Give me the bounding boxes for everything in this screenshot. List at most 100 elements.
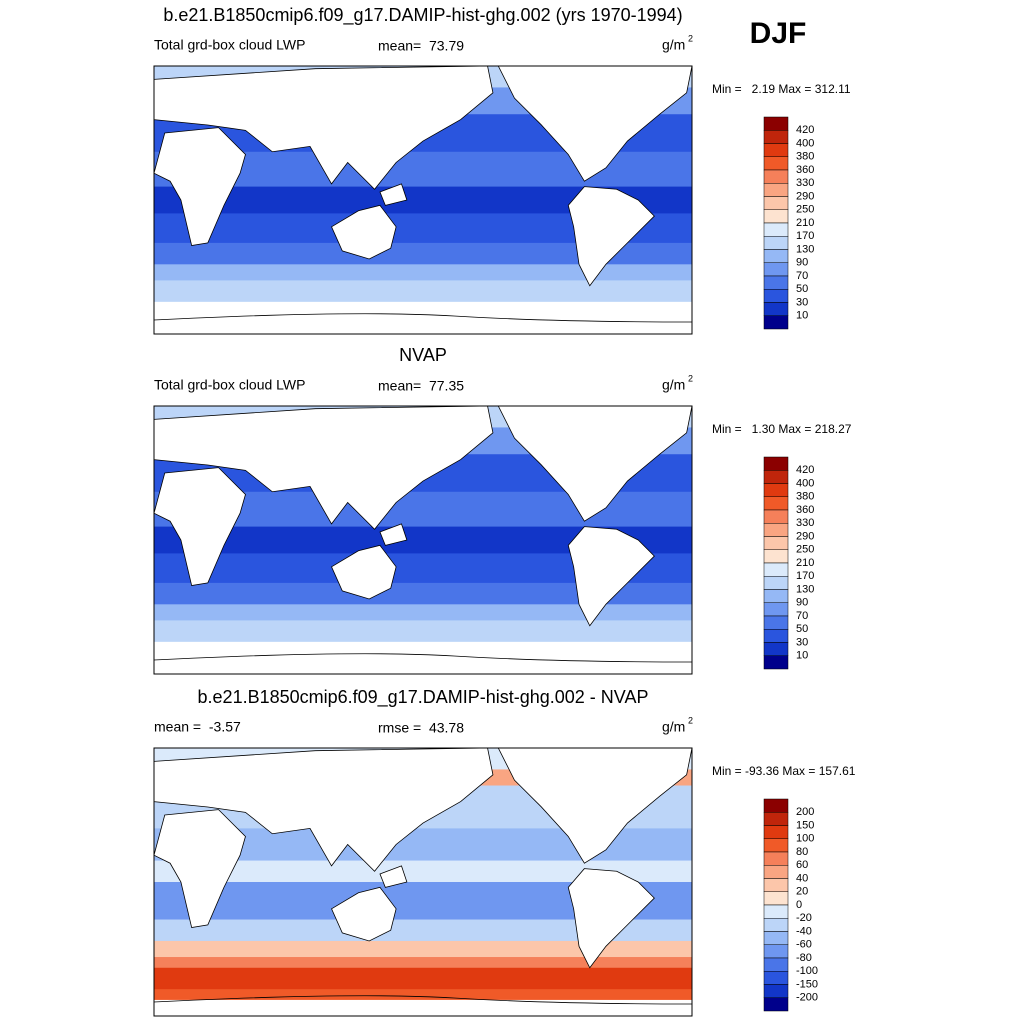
colorbar-label: 50 <box>796 283 808 295</box>
colorbar-label: 200 <box>796 806 814 818</box>
units: g/m <box>662 37 685 53</box>
continent <box>567 186 655 287</box>
colorbar-label: 30 <box>796 636 808 648</box>
map-field <box>154 242 692 265</box>
colorbar-box <box>763 156 789 171</box>
colorbar-box <box>763 509 789 524</box>
colorbar-box <box>763 944 789 959</box>
colorbar-label: -40 <box>796 925 812 937</box>
continent <box>497 747 693 864</box>
left-label: mean = -3.57 <box>154 719 241 735</box>
colorbar-label: 130 <box>796 583 814 595</box>
colorbar-box <box>763 143 789 157</box>
colorbar-box <box>763 865 789 879</box>
colorbar-box <box>763 957 789 972</box>
colorbar-label: 0 <box>796 899 802 911</box>
map-field <box>154 919 692 942</box>
colorbar-box <box>763 904 789 919</box>
colorbar-box <box>763 196 789 210</box>
colorbar-box <box>763 536 789 550</box>
units-exponent: 2 <box>688 715 693 725</box>
continent <box>497 405 693 522</box>
colorbar-label: 60 <box>796 859 808 871</box>
panel-title: NVAP <box>399 345 447 365</box>
panel: NVAP Total grd-box cloud LWP mean= 77.35 g/… <box>153 345 852 675</box>
colorbar-label: 360 <box>796 164 814 176</box>
colorbar-label: 250 <box>796 204 814 216</box>
colorbar-box <box>763 130 789 144</box>
map-frame <box>153 65 693 335</box>
colorbar-label: 330 <box>796 177 814 189</box>
colorbar-box <box>763 209 789 224</box>
map-field <box>154 957 692 969</box>
colorbar-box <box>763 838 789 853</box>
min-max: Min = 1.30 Max = 218.27 <box>712 422 852 436</box>
colorbar-label: 100 <box>796 833 814 845</box>
colorbar-label: 90 <box>796 257 808 269</box>
panel-title: b.e21.B1850cmip6.f09_g17.DAMIP-hist-ghg.… <box>198 687 649 708</box>
units: g/m <box>662 377 685 393</box>
continent <box>567 526 655 627</box>
colorbar-box <box>763 576 789 590</box>
map-field <box>154 860 692 883</box>
season-label: DJF <box>750 17 807 50</box>
colorbar-box <box>763 825 789 839</box>
colorbar-label: 10 <box>796 310 808 322</box>
antarctica-coast <box>153 995 693 1005</box>
colorbar-label: -150 <box>796 978 818 990</box>
continent <box>567 868 655 969</box>
colorbar-label: 50 <box>796 623 808 635</box>
colorbar-label: 380 <box>796 491 814 503</box>
colorbar-box <box>763 549 789 564</box>
colorbar-label: 30 <box>796 296 808 308</box>
colorbar-label: -100 <box>796 965 818 977</box>
center-label: mean= 77.35 <box>378 378 464 394</box>
colorbar-label: -20 <box>796 912 812 924</box>
left-label: Total grd-box cloud LWP <box>154 37 305 53</box>
colorbar-box <box>763 878 789 892</box>
colorbar-label: 20 <box>796 886 808 898</box>
colorbar-box <box>763 629 789 643</box>
map-field <box>154 264 692 281</box>
colorbar-label: 70 <box>796 610 808 622</box>
colorbar-label: 210 <box>796 217 814 229</box>
colorbar-box <box>763 483 789 497</box>
colorbar-box <box>763 851 789 866</box>
colorbar-box <box>763 222 789 237</box>
colorbar-box <box>763 589 789 603</box>
continent <box>497 65 693 182</box>
colorbar-label: 330 <box>796 517 814 529</box>
colorbar-box <box>763 275 789 290</box>
colorbar-label: 130 <box>796 243 814 255</box>
colorbar-box <box>763 602 789 617</box>
panel: b.e21.B1850cmip6.f09_g17.DAMIP-hist-ghg.… <box>153 687 856 1017</box>
colorbar-box <box>763 523 789 537</box>
colorbar-box <box>763 997 789 1012</box>
colorbar-label: 400 <box>796 477 814 489</box>
colorbar-box <box>763 812 789 826</box>
map-field <box>154 604 692 621</box>
colorbar-label: 80 <box>796 846 808 858</box>
colorbar-label: 40 <box>796 872 808 884</box>
units: g/m <box>662 719 685 735</box>
colorbar-box <box>763 169 789 184</box>
continent <box>153 809 246 929</box>
units-exponent: 2 <box>688 33 693 43</box>
min-max: Min = 2.19 Max = 312.11 <box>712 82 851 96</box>
continent <box>379 865 408 888</box>
colorbar-label: 70 <box>796 270 808 282</box>
colorbar-label: 170 <box>796 570 814 582</box>
center-label: mean= 73.79 <box>378 38 464 54</box>
colorbar-label: -200 <box>796 992 818 1004</box>
map-field <box>154 999 692 1017</box>
map-field <box>154 620 692 643</box>
colorbar-box <box>763 562 789 577</box>
colorbar-box <box>763 984 789 998</box>
map-frame <box>153 747 693 1017</box>
colorbar-box <box>763 496 789 511</box>
colorbar-label: -60 <box>796 939 812 951</box>
colorbar-box <box>763 262 789 277</box>
colorbar-box <box>763 798 789 813</box>
colorbar-label: 400 <box>796 137 814 149</box>
